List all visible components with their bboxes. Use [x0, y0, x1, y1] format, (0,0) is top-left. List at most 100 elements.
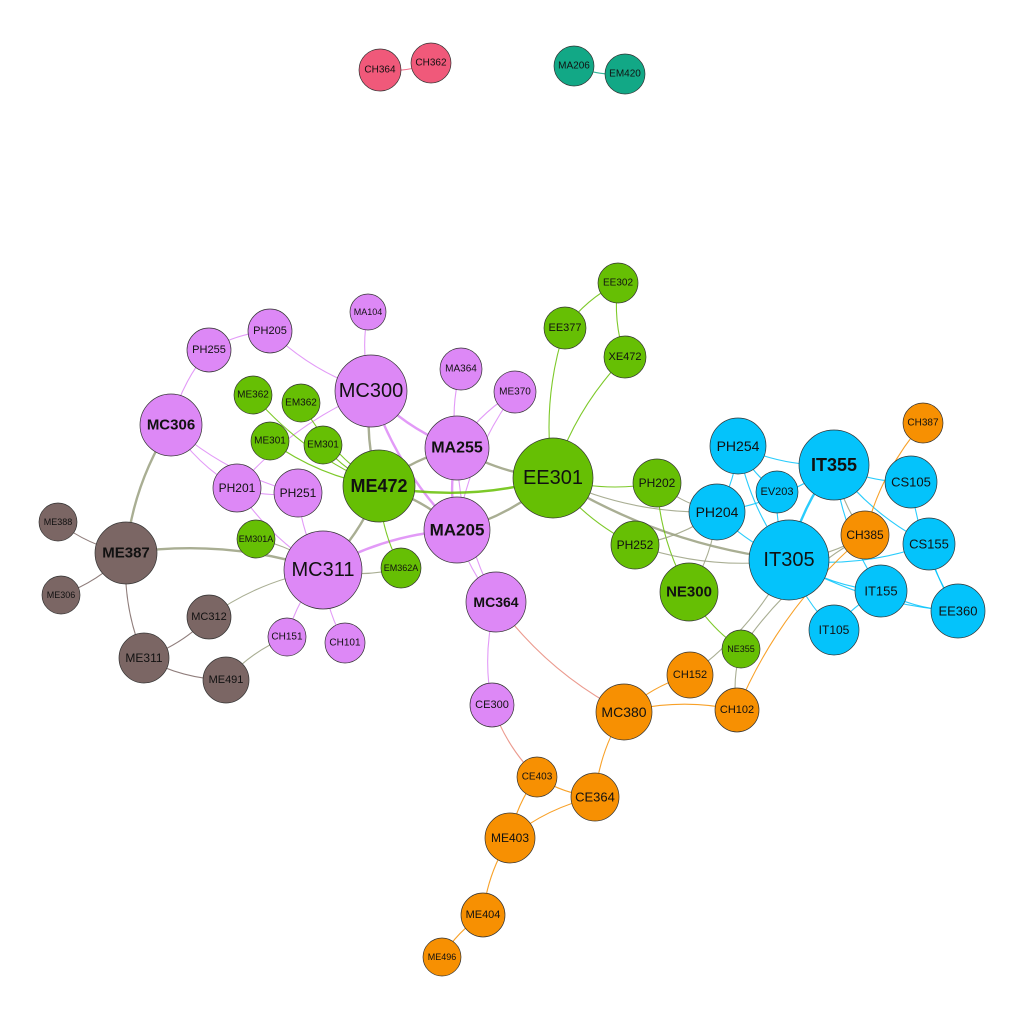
node-circle[interactable]: [460, 892, 506, 938]
node-ma206[interactable]: MA206: [553, 45, 595, 87]
node-circle[interactable]: [553, 45, 595, 87]
node-ch152[interactable]: CH152: [666, 651, 714, 699]
node-me387[interactable]: ME387: [94, 521, 158, 585]
node-circle[interactable]: [380, 547, 422, 589]
node-ch385[interactable]: CH385: [840, 510, 890, 560]
node-ph252[interactable]: PH252: [610, 520, 660, 570]
node-circle[interactable]: [798, 429, 870, 501]
node-mc364[interactable]: MC364: [465, 571, 527, 633]
node-ma104[interactable]: MA104: [349, 293, 387, 331]
node-circle[interactable]: [484, 812, 536, 864]
node-circle[interactable]: [247, 308, 293, 354]
node-circle[interactable]: [324, 622, 366, 664]
node-me496[interactable]: ME496: [422, 937, 462, 977]
node-me472[interactable]: ME472: [342, 449, 416, 523]
node-me301[interactable]: ME301: [250, 421, 290, 461]
node-ee302[interactable]: EE302: [597, 262, 639, 304]
node-ch362[interactable]: CH362: [410, 42, 452, 84]
node-ma255[interactable]: MA255: [424, 415, 490, 481]
node-ph201[interactable]: PH201: [212, 463, 262, 513]
node-circle[interactable]: [38, 502, 78, 542]
node-me388[interactable]: ME388: [38, 502, 78, 542]
node-circle[interactable]: [516, 756, 558, 798]
node-it105[interactable]: IT105: [808, 604, 860, 656]
node-ee301[interactable]: EE301: [512, 437, 594, 519]
node-ph251[interactable]: PH251: [273, 468, 323, 518]
node-circle[interactable]: [303, 425, 343, 465]
node-circle[interactable]: [902, 402, 944, 444]
node-circle[interactable]: [493, 370, 537, 414]
node-circle[interactable]: [186, 327, 232, 373]
node-circle[interactable]: [212, 463, 262, 513]
node-circle[interactable]: [714, 687, 760, 733]
node-circle[interactable]: [410, 42, 452, 84]
node-it355[interactable]: IT355: [798, 429, 870, 501]
node-xe472[interactable]: XE472: [603, 335, 647, 379]
node-ce403[interactable]: CE403: [516, 756, 558, 798]
node-circle[interactable]: [603, 335, 647, 379]
node-circle[interactable]: [283, 530, 363, 610]
node-ch102[interactable]: CH102: [714, 687, 760, 733]
node-em301[interactable]: EM301: [303, 425, 343, 465]
node-circle[interactable]: [755, 470, 799, 514]
node-ph205[interactable]: PH205: [247, 308, 293, 354]
node-mc312[interactable]: MC312: [186, 594, 232, 640]
node-em362[interactable]: EM362: [281, 383, 321, 423]
node-ne355[interactable]: NE355: [721, 629, 761, 669]
node-circle[interactable]: [334, 354, 408, 428]
node-circle[interactable]: [139, 393, 203, 457]
node-ma364[interactable]: MA364: [439, 347, 483, 391]
node-circle[interactable]: [854, 564, 908, 618]
node-ch151[interactable]: CH151: [267, 617, 307, 657]
node-circle[interactable]: [281, 383, 321, 423]
node-me403[interactable]: ME403: [484, 812, 536, 864]
node-me491[interactable]: ME491: [202, 656, 250, 704]
node-em301a[interactable]: EM301A: [236, 519, 276, 559]
node-circle[interactable]: [94, 521, 158, 585]
node-cs155[interactable]: CS155: [902, 517, 956, 571]
node-ph204[interactable]: PH204: [688, 483, 746, 541]
node-cs105[interactable]: CS105: [884, 455, 938, 509]
node-circle[interactable]: [808, 604, 860, 656]
node-me362[interactable]: ME362: [233, 375, 273, 415]
node-circle[interactable]: [273, 468, 323, 518]
node-ph202[interactable]: PH202: [632, 458, 682, 508]
node-ee377[interactable]: EE377: [543, 306, 587, 350]
node-ne300[interactable]: NE300: [659, 562, 719, 622]
node-circle[interactable]: [902, 517, 956, 571]
node-circle[interactable]: [604, 53, 646, 95]
node-circle[interactable]: [840, 510, 890, 560]
node-ph254[interactable]: PH254: [709, 417, 767, 475]
node-circle[interactable]: [721, 629, 761, 669]
node-it305[interactable]: IT305: [748, 519, 830, 601]
node-ma205[interactable]: MA205: [423, 496, 491, 564]
node-ch387[interactable]: CH387: [902, 402, 944, 444]
node-circle[interactable]: [267, 617, 307, 657]
node-circle[interactable]: [202, 656, 250, 704]
node-circle[interactable]: [236, 519, 276, 559]
node-circle[interactable]: [688, 483, 746, 541]
node-circle[interactable]: [233, 375, 273, 415]
node-circle[interactable]: [632, 458, 682, 508]
node-mc311[interactable]: MC311: [283, 530, 363, 610]
node-ph255[interactable]: PH255: [186, 327, 232, 373]
node-circle[interactable]: [709, 417, 767, 475]
node-me370[interactable]: ME370: [493, 370, 537, 414]
node-circle[interactable]: [422, 937, 462, 977]
node-circle[interactable]: [543, 306, 587, 350]
node-it155[interactable]: IT155: [854, 564, 908, 618]
node-circle[interactable]: [570, 772, 620, 822]
node-circle[interactable]: [186, 594, 232, 640]
node-ee360[interactable]: EE360: [930, 583, 986, 639]
node-mc306[interactable]: MC306: [139, 393, 203, 457]
node-circle[interactable]: [423, 496, 491, 564]
node-me404[interactable]: ME404: [460, 892, 506, 938]
node-circle[interactable]: [118, 632, 170, 684]
node-me306[interactable]: ME306: [41, 575, 81, 615]
node-circle[interactable]: [666, 651, 714, 699]
node-circle[interactable]: [250, 421, 290, 461]
node-em362a[interactable]: EM362A: [380, 547, 422, 589]
node-circle[interactable]: [349, 293, 387, 331]
node-circle[interactable]: [358, 48, 402, 92]
node-circle[interactable]: [748, 519, 830, 601]
